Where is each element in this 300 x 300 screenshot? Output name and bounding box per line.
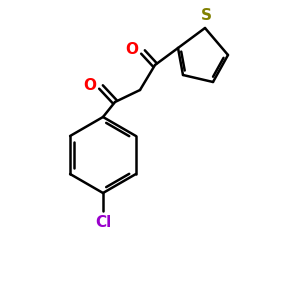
Text: O: O xyxy=(83,77,96,92)
Text: S: S xyxy=(200,8,211,23)
Text: O: O xyxy=(125,43,138,58)
Text: Cl: Cl xyxy=(95,215,111,230)
